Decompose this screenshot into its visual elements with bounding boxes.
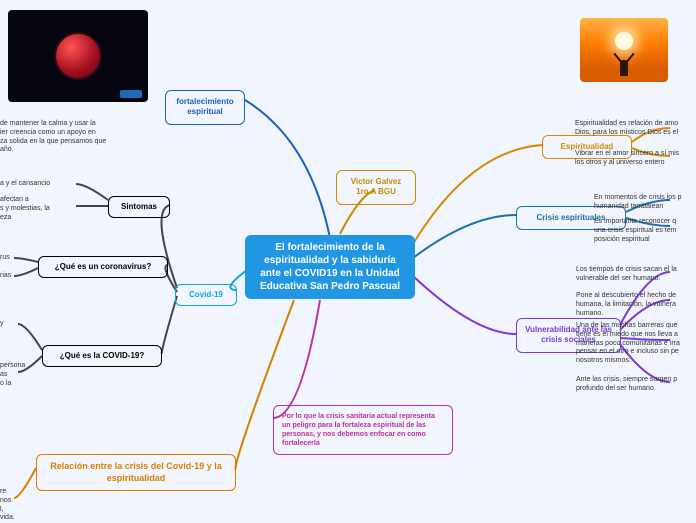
edge (413, 215, 516, 258)
node-porlo[interactable]: Por lo que la crisis sanitaria actual re… (273, 405, 453, 455)
edge (162, 296, 177, 354)
node-quees-covid[interactable]: ¿Qué es la COVID-19? (42, 345, 162, 367)
virus-image (8, 10, 148, 102)
node-covid19[interactable]: Covid-19 (175, 284, 237, 306)
leaf-text: a y el cansancio (0, 180, 82, 189)
leaf-text: renosl,vida. (0, 488, 34, 523)
node-sintomas[interactable]: Sintomas (108, 196, 170, 218)
node-fortalecimiento[interactable]: fortalecimiento espiritual (165, 90, 245, 125)
node-quees-corona[interactable]: ¿Qué es un coronavirus? (38, 256, 168, 278)
edge (245, 100, 330, 238)
leaf-text: afectan as y molestias, laeza (0, 196, 74, 222)
leaf-text: de mantener la calma y usar laier creenc… (0, 120, 150, 155)
leaf-text: rias (0, 272, 30, 281)
root-node[interactable]: El fortalecimiento de la espiritualidad … (245, 235, 415, 299)
leaf-text: En momentos de crisis los phumanidad tam… (594, 194, 696, 212)
leaf-text: Espiritualidad es relación de amoDios; p… (575, 120, 696, 138)
leaf-text: personaaso la (0, 362, 38, 388)
leaf-text: Los tiempos de crisis sacan el lavulnera… (576, 266, 696, 284)
leaf-text: y (0, 320, 28, 329)
edge (273, 300, 320, 418)
leaf-text: rus (0, 254, 30, 263)
leaf-text: Ante las crisis, siempre surgen pprofund… (576, 376, 696, 394)
node-victor[interactable]: Victor Galvez 1ro A BGU (336, 170, 416, 205)
node-relacion[interactable]: Relación entre la crisis del Covid-19 y … (36, 454, 236, 491)
leaf-text: Una de las muchas barreras quetiene es e… (576, 322, 696, 366)
edge (413, 276, 516, 334)
leaf-text: Pone al descubierto el hecho dehumana, l… (576, 292, 696, 318)
leaf-text: Vibrar en el amor sincero a sí mislos ot… (575, 150, 696, 168)
sunset-image (580, 18, 668, 82)
leaf-text: Es importante reconocer quna crisis espi… (594, 218, 696, 244)
